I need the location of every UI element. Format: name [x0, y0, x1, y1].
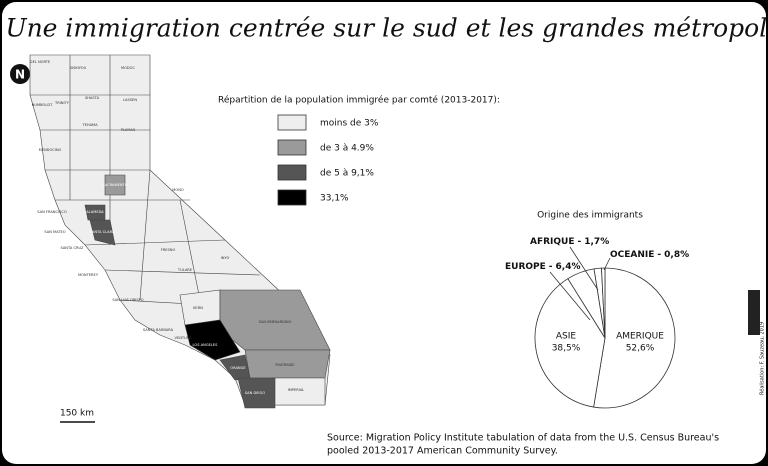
county-label: KERN	[193, 306, 203, 310]
pie-value-label: 52,6%	[626, 344, 655, 354]
pie-title: Origine des immigrants	[537, 211, 643, 221]
pie-label-part: OCEANIE	[610, 250, 654, 260]
county-label: RIVERSIDE	[275, 363, 295, 367]
legend-title: Répartition de la population immigrée pa…	[218, 95, 500, 106]
county-label: SAN MATEO	[44, 230, 65, 234]
county-labels: DEL NORTE SISKIYOU MODOC HUMBOLDT TRINITY SHA…	[30, 60, 305, 395]
county	[84, 204, 106, 221]
county-label: MONTEREY	[78, 273, 99, 277]
county-label: MONO	[172, 188, 184, 192]
license-badge	[748, 290, 760, 335]
pie-label-part: 1,7%	[584, 237, 609, 247]
legend-swatch	[277, 189, 307, 206]
county-label: SACRAMENTO	[102, 183, 127, 187]
legend-swatch	[277, 114, 307, 131]
pie-label-part: AFRIQUE	[530, 237, 575, 247]
pie-label: ASIE	[556, 332, 577, 342]
county-label: SAN BERNARDINO	[259, 320, 292, 324]
county-label: ALAMEDA	[86, 210, 104, 214]
county-label: LOS ANGELES	[193, 343, 219, 347]
pie-label-part: EUROPE	[505, 262, 546, 272]
pie-label: OCEANIE -0,8%	[610, 250, 689, 260]
pie-label-part: -	[549, 262, 553, 272]
pie-leader	[549, 271, 591, 321]
county-label: ORANGE	[230, 366, 246, 370]
county-label: MODOC	[121, 66, 136, 70]
county-label: SISKIYOU	[70, 66, 87, 70]
county-label: PLUMAS	[121, 128, 136, 132]
county-label: FRESNO	[161, 248, 176, 252]
county	[184, 319, 241, 361]
pie-label-part: -	[578, 237, 582, 247]
legend: moins de 3% de 3 à 4.9% de 5 à 9,1% 33,1%	[277, 114, 379, 206]
scale-label: 150 km	[60, 409, 94, 419]
legend-swatch	[277, 139, 307, 156]
county-label: IMPERIAL	[288, 388, 305, 392]
credit: Réalisation: F. Sauzeau, 2019	[759, 322, 766, 395]
legend-label: de 5 à 9,1%	[320, 169, 374, 179]
pie-label-part: -	[657, 250, 661, 260]
legend-label: moins de 3%	[320, 119, 379, 129]
county-label: TRINITY	[54, 101, 70, 105]
county-label: SANTA CRUZ	[60, 246, 84, 250]
pie-leader	[603, 257, 611, 271]
county-label: SAN FRANCISCO	[37, 210, 67, 214]
legend-label: de 3 à 4.9%	[320, 144, 374, 154]
county	[274, 377, 326, 406]
county-label: SAN DIEGO	[245, 391, 266, 395]
county-label: SHASTA	[85, 96, 100, 100]
county-label: SANTA BARBARA	[143, 328, 174, 332]
pie-label: AMERIQUE	[616, 332, 664, 342]
county	[237, 377, 276, 409]
map	[29, 54, 331, 409]
county-label: SAN LUIS OBISPO	[112, 298, 143, 302]
pie-leader	[569, 246, 599, 291]
source-line: Source: Migration Policy Institute tabul…	[327, 433, 719, 444]
county-label: LASSEN	[123, 98, 137, 102]
county-label: TEHAMA	[81, 123, 98, 127]
pie-slice	[593, 267, 676, 409]
legend-label: 33,1%	[320, 194, 349, 204]
county-label: TULARE	[177, 268, 193, 272]
pie-value-label: 38,5%	[552, 344, 581, 354]
pie-label: AFRIQUE -1,7%	[530, 237, 609, 247]
north-label: N	[15, 68, 25, 82]
county-label: HUMBOLDT	[32, 103, 53, 107]
county	[104, 174, 126, 196]
title: 1- Une immigration centrée sur le sud et…	[0, 14, 768, 43]
county-label: SANTA CLARA	[90, 230, 115, 234]
county-label: INYO	[221, 256, 230, 260]
county-label: MENDOCINO	[39, 148, 62, 152]
county-label: DEL NORTE	[30, 60, 51, 64]
county-label: VENTURA	[174, 336, 192, 340]
pie-label: EUROPE -6,4%	[505, 262, 581, 272]
legend-swatch	[277, 164, 307, 181]
north-icon	[10, 64, 30, 84]
source-line: pooled 2013-2017 American Community Surv…	[327, 446, 558, 457]
pie-label-part: 6,4%	[556, 262, 581, 272]
pie-label-part: 0,8%	[664, 250, 689, 260]
